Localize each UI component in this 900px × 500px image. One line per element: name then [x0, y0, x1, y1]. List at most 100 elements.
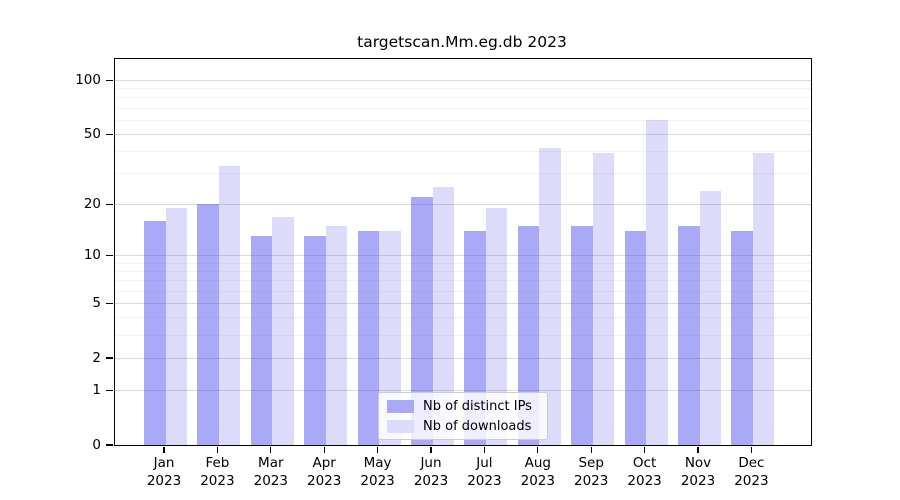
x-label-month: Oct — [632, 455, 657, 471]
x-label-month: Jan — [153, 455, 175, 471]
gridline-minor-7 — [115, 280, 811, 282]
gridline-minor-8 — [115, 270, 811, 272]
gridline-minor-9 — [115, 262, 811, 264]
bar-ips-oct — [624, 230, 647, 445]
x-label-year: 2023 — [680, 472, 716, 489]
bar-ips-feb — [197, 204, 219, 445]
gridline-minor-4 — [115, 317, 811, 319]
legend-swatch-distinct-ips — [387, 400, 414, 413]
x-tick-label-aug: Aug 2023 — [506, 455, 570, 490]
y-tick-label-20: 20 — [83, 195, 101, 212]
bar-ips-sep — [571, 225, 593, 445]
x-label-month: May — [363, 455, 392, 471]
x-label-month: Dec — [738, 455, 765, 471]
legend-label-distinct-ips: Nb of distinct IPs — [423, 399, 532, 414]
x-tick-sep — [590, 446, 592, 454]
bar-downloads-apr — [325, 225, 348, 445]
bar-downloads-jun — [432, 187, 454, 445]
gridline-major-10 — [115, 254, 811, 256]
x-tick-aug — [537, 446, 539, 454]
legend: Nb of distinct IPs Nb of downloads — [378, 392, 548, 440]
bar-ips-jan — [144, 221, 166, 445]
bar-downloads-oct — [646, 120, 668, 445]
x-label-month: Nov — [684, 455, 712, 471]
x-label-month: Apr — [312, 455, 336, 471]
x-label-year: 2023 — [627, 472, 662, 489]
gridline-minor-90 — [115, 87, 811, 89]
y-axis: 0 1 2 5 10 20 50 100 — [75, 59, 811, 452]
x-tick-jun — [430, 446, 432, 454]
y-tick-label-10: 10 — [83, 246, 101, 263]
x-label-year: 2023 — [734, 472, 769, 489]
x-tick-feb — [216, 446, 219, 454]
bar-ips-dec — [731, 230, 753, 445]
y-tick-0 — [106, 444, 114, 446]
x-tick-nov — [697, 446, 699, 454]
legend-label-downloads: Nb of downloads — [423, 419, 532, 434]
x-label-month: Jun — [420, 455, 442, 471]
x-tick-label-mar: Mar 2023 — [239, 455, 303, 490]
grid-layer — [115, 59, 811, 445]
gridline-major-50 — [115, 133, 811, 135]
bar-downloads-dec — [752, 153, 775, 445]
bar-ips-jul — [464, 230, 486, 445]
gridline-minor-60 — [115, 119, 811, 121]
x-tick-label-dec: Dec 2023 — [719, 455, 783, 490]
y-tick-10 — [106, 254, 114, 257]
x-label-month: Mar — [258, 455, 284, 471]
bar-ips-jun — [411, 197, 433, 445]
x-label-year: 2023 — [413, 472, 449, 489]
y-tick-100 — [106, 79, 114, 81]
bar-downloads-mar — [272, 216, 294, 445]
legend-entry-downloads: Nb of downloads — [387, 418, 531, 435]
gridline-minor-30 — [115, 173, 811, 175]
y-tick-20 — [106, 203, 114, 206]
x-label-year: 2023 — [574, 472, 609, 489]
legend-swatch-downloads — [387, 420, 414, 433]
gridline-major-2 — [115, 357, 811, 359]
gridline-major-5 — [115, 302, 811, 304]
x-label-month: Sep — [578, 455, 604, 471]
bar-downloads-may — [379, 230, 401, 445]
gridline-minor-40 — [115, 150, 811, 152]
x-label-year: 2023 — [146, 472, 182, 489]
bar-downloads-jan — [165, 208, 187, 445]
y-tick-2 — [106, 357, 114, 359]
x-label-year: 2023 — [520, 472, 555, 489]
x-tick-may — [376, 446, 379, 454]
bar-ips-nov — [678, 225, 700, 445]
x-label-year: 2023 — [360, 472, 395, 489]
x-tick-apr — [323, 446, 325, 454]
x-tick-label-oct: Oct 2023 — [613, 455, 677, 490]
x-tick-label-may: May 2023 — [346, 455, 410, 490]
x-tick-oct — [643, 446, 646, 454]
y-tick-label-0: 0 — [92, 436, 101, 453]
gridline-minor-70 — [115, 107, 811, 109]
bar-downloads-nov — [699, 190, 721, 445]
x-tick-label-sep: Sep 2023 — [559, 455, 623, 490]
bar-downloads-jul — [485, 208, 508, 445]
x-tick-label-feb: Feb 2023 — [185, 455, 249, 490]
x-label-year: 2023 — [253, 472, 288, 489]
bar-downloads-feb — [218, 166, 241, 445]
plot-area: 0 1 2 5 10 20 50 100 Jan 2023 Feb 2023 Mar 2023 Apr 20… — [75, 58, 812, 489]
y-tick-label-2: 2 — [92, 349, 101, 366]
x-tick-mar — [270, 446, 272, 454]
bar-ips-aug — [517, 225, 540, 445]
x-tick-jul — [483, 446, 486, 454]
x-label-month: Jul — [476, 455, 493, 471]
y-tick-label-5: 5 — [92, 294, 101, 311]
y-tick-label-1: 1 — [92, 381, 101, 398]
bar-ips-mar — [250, 236, 273, 445]
x-tick-label-jun: Jun 2023 — [399, 455, 463, 490]
bar-downloads-sep — [592, 153, 615, 445]
x-label-month: Feb — [205, 455, 230, 471]
gridline-minor-80 — [115, 97, 811, 99]
x-label-year: 2023 — [467, 472, 502, 489]
gridline-major-20 — [115, 203, 811, 205]
x-tick-label-jan: Jan 2023 — [132, 455, 196, 490]
gridline-minor-3 — [115, 334, 811, 336]
x-tick-label-nov: Nov 2023 — [666, 455, 730, 490]
x-label-year: 2023 — [200, 472, 235, 489]
